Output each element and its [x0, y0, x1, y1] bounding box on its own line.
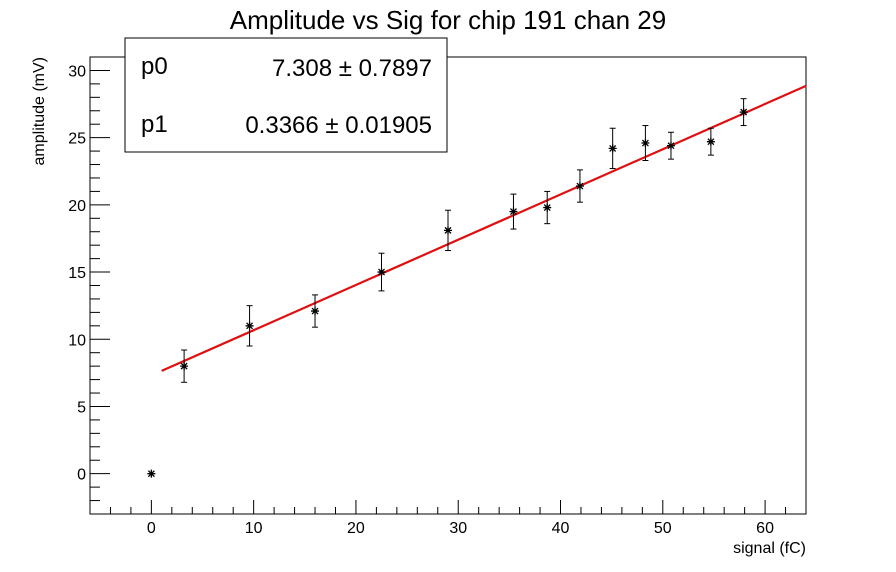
star-marker: [444, 226, 452, 235]
data-point: [575, 169, 584, 203]
y-tick-label: 15: [68, 265, 86, 282]
data-point: [444, 209, 452, 252]
stats-box: p0 7.308 ± 0.7897 p1 0.3366 ± 0.01905: [124, 37, 448, 153]
fit-line-group: [161, 84, 807, 372]
data-point: [311, 294, 320, 328]
y-tick-label: 20: [68, 198, 86, 215]
x-tick-label: 30: [449, 520, 467, 537]
star-marker: [575, 182, 584, 191]
data-point: [180, 349, 189, 383]
data-point: [641, 125, 650, 161]
x-tick-label: 10: [245, 520, 263, 537]
x-tick-label: 20: [347, 520, 365, 537]
star-marker: [706, 137, 715, 146]
data-point: [147, 469, 156, 478]
star-marker: [666, 141, 675, 150]
stats-p1-value: 0.3366 ± 0.01905: [245, 112, 432, 139]
chart-title: Amplitude vs Sig for chip 191 chan 29: [230, 5, 666, 35]
data-point: [377, 252, 386, 292]
star-marker: [180, 362, 189, 371]
star-marker: [739, 108, 748, 117]
x-axis-label: signal (fC): [733, 540, 806, 557]
y-tick-label: 5: [77, 399, 86, 416]
star-marker: [509, 207, 518, 216]
star-marker: [608, 144, 617, 153]
axis-ticks: 0 10 20 30 40 50 60 0 5 10 15 20 25 30: [68, 56, 807, 537]
star-marker: [377, 268, 386, 277]
fit-line: [161, 84, 807, 372]
stats-p0-value: 7.308 ± 0.7897: [272, 55, 432, 82]
data-point: [245, 305, 254, 347]
data-points: [147, 98, 748, 478]
y-axis-label: amplitude (mV): [31, 57, 48, 165]
star-marker: [543, 203, 552, 212]
data-point: [543, 190, 552, 225]
x-tick-label: 0: [147, 520, 156, 537]
data-point: [666, 131, 675, 160]
data-point: [706, 127, 715, 156]
star-marker: [245, 321, 254, 330]
stats-p1-label: p1: [141, 111, 168, 138]
stats-p0-label: p0: [141, 53, 168, 80]
y-tick-label: 25: [68, 131, 86, 148]
data-point: [509, 193, 518, 230]
star-marker: [147, 469, 156, 478]
x-tick-label: 40: [552, 520, 570, 537]
data-point: [739, 98, 748, 127]
y-tick-label: 0: [77, 467, 86, 484]
stats-box-frame: [124, 37, 448, 153]
x-tick-label: 50: [654, 520, 672, 537]
star-marker: [311, 307, 320, 316]
x-tick-label: 60: [756, 520, 774, 537]
star-marker: [641, 139, 650, 148]
y-tick-label: 30: [68, 63, 86, 80]
y-tick-label: 10: [68, 332, 86, 349]
data-point: [608, 127, 617, 170]
